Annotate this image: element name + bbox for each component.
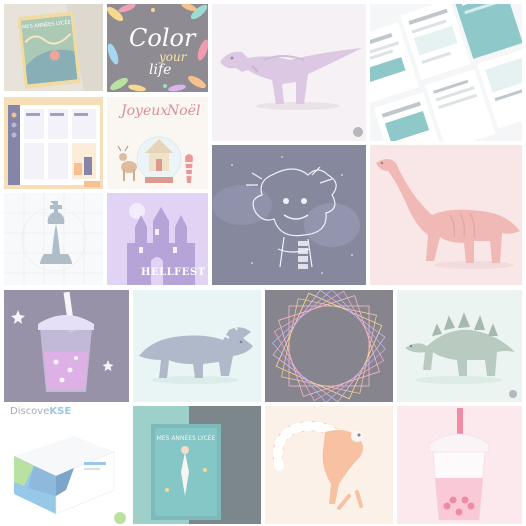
tile-color-your-life[interactable]: Color your life xyxy=(107,4,208,92)
bubble-tea-night-image xyxy=(4,290,129,402)
book-mockup-image: MES ANNÉES LYCÉE xyxy=(4,4,103,91)
discover-brand-accent: KSE xyxy=(49,406,72,417)
chess-queen-image xyxy=(4,193,103,285)
discover-brand-text: DiscoveKSE xyxy=(10,406,71,417)
discover-packaging-image xyxy=(4,406,129,524)
tile-pink-brachiosaurus[interactable] xyxy=(370,145,522,285)
ui-dashboard-image xyxy=(4,97,103,189)
card-greeting-line1: Joyeux xyxy=(121,103,169,119)
hellfest-poster-image xyxy=(107,193,208,285)
christmas-card-image xyxy=(107,97,208,189)
triceratops-image xyxy=(133,290,261,402)
purple-dinosaur-image xyxy=(212,4,366,141)
discover-brand-prefix: Discove xyxy=(10,406,50,417)
leaf-decoration xyxy=(107,4,208,92)
book-teal-image: MES ANNÉES LYCÉE xyxy=(133,406,261,524)
tile-purple-dinosaur[interactable] xyxy=(212,4,366,141)
tile-book-mockup[interactable]: MES ANNÉES LYCÉE xyxy=(4,4,103,91)
tile-book-teal[interactable]: MES ANNÉES LYCÉE xyxy=(133,406,261,524)
card-greeting-line2: Noël xyxy=(167,103,201,119)
lettering-image xyxy=(107,4,208,92)
tile-report-layout[interactable] xyxy=(370,4,522,141)
tile-hellfest-poster[interactable]: HELLFEST xyxy=(107,193,208,285)
tile-bubble-tea-pink[interactable] xyxy=(397,406,522,524)
tile-discover-packaging[interactable]: DiscoveKSE xyxy=(4,406,129,524)
tile-lemur[interactable] xyxy=(265,406,393,524)
tile-geometric-pattern[interactable] xyxy=(265,290,393,402)
pink-brachiosaurus-image xyxy=(370,145,522,285)
tile-bubble-tea-night[interactable] xyxy=(4,290,129,402)
report-layout-image xyxy=(370,4,522,141)
geometric-pattern-image xyxy=(265,290,393,402)
lettering-your: your xyxy=(159,50,187,64)
tile-chess-queen[interactable] xyxy=(4,193,103,285)
lemur-image xyxy=(265,406,393,524)
stegosaurus-image xyxy=(397,290,522,402)
bubble-tea-pink-image xyxy=(397,406,522,524)
tile-stegosaurus[interactable] xyxy=(397,290,522,402)
lettering-color: Color xyxy=(129,24,196,52)
space-monster-image xyxy=(212,145,366,285)
tile-space-monster[interactable] xyxy=(212,145,366,285)
tile-christmas-card[interactable]: Joyeux Noël xyxy=(107,97,208,189)
lettering-life: life xyxy=(149,62,172,78)
book-teal-title: MES ANNÉES LYCÉE xyxy=(157,434,216,442)
tile-triceratops[interactable] xyxy=(133,290,261,402)
tile-ui-dashboard[interactable] xyxy=(4,97,103,189)
hellfest-title: HELLFEST xyxy=(141,267,206,278)
